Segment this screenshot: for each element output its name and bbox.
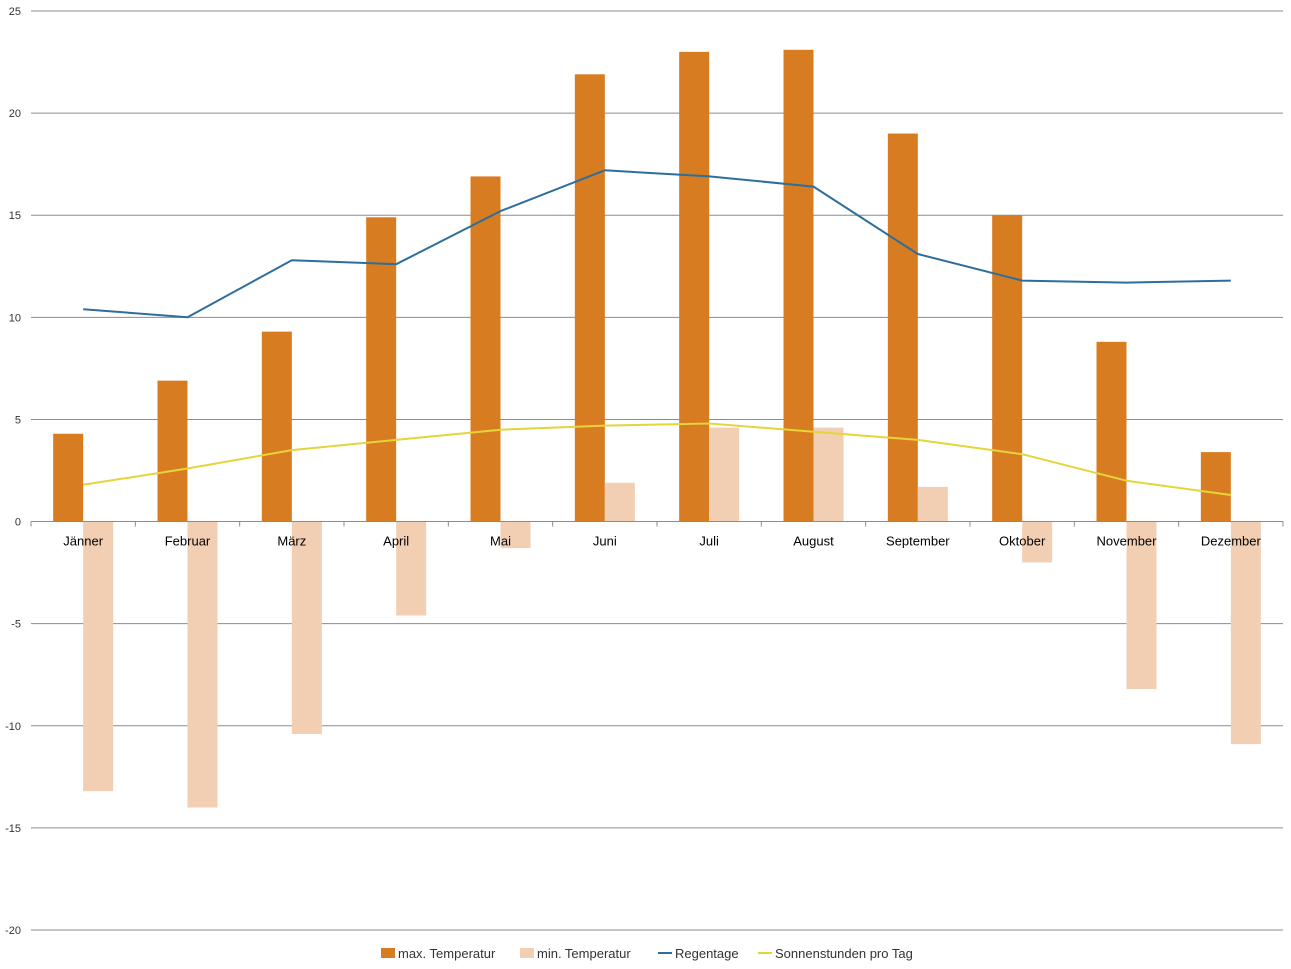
x-tick-label: Februar — [165, 534, 211, 549]
min-temp-bar — [500, 521, 531, 549]
x-tick-label: Juli — [699, 534, 719, 549]
max-temp-bar — [157, 380, 188, 522]
min-temp-bar — [83, 521, 114, 792]
y-tick-label: 25 — [9, 6, 21, 18]
max-temp-bar — [470, 176, 501, 522]
legend: max. Temperatur min. Temperatur Regentage S… — [381, 946, 913, 961]
legend-label: Sonnenstunden pro Tag — [775, 946, 913, 961]
bars — [53, 49, 1261, 808]
grid-lines — [31, 10, 1283, 931]
max-temp-bar — [679, 51, 710, 522]
y-tick-label: -10 — [5, 721, 21, 733]
min-temp-bar — [396, 521, 427, 616]
legend-label: max. Temperatur — [398, 946, 496, 961]
x-axis-ticks: Jänner Februar März April Mai Juni Juli August S… — [63, 534, 1261, 549]
min-temp-bar — [1126, 521, 1157, 690]
max-temp-bar — [53, 433, 84, 522]
y-tick-label: 10 — [9, 312, 21, 324]
legend-label: min. Temperatur — [537, 946, 631, 961]
max-temp-bar — [366, 217, 397, 522]
legend-swatch — [381, 948, 395, 958]
max-temp-bar — [574, 74, 605, 522]
x-tick-label: Jänner — [63, 534, 103, 549]
x-tick-label: Juni — [593, 534, 617, 549]
y-axis-ticks: -20 -15 -10 -5 0 5 10 15 20 25 — [5, 6, 21, 937]
x-tick-label: Oktober — [999, 534, 1046, 549]
x-tick-label: November — [1097, 534, 1158, 549]
min-temp-bar — [813, 427, 844, 522]
lines — [83, 169, 1231, 496]
max-temp-bar — [783, 49, 814, 522]
y-tick-label: 20 — [9, 108, 21, 120]
x-tick-label: März — [277, 534, 306, 549]
min-temp-bar — [1022, 521, 1053, 563]
x-tick-label: September — [886, 534, 950, 549]
max-temp-bar — [1096, 341, 1127, 522]
min-temp-bar — [291, 521, 322, 734]
max-temp-bar — [887, 133, 918, 522]
y-tick-label: -5 — [11, 619, 21, 631]
y-tick-label: -15 — [5, 823, 21, 835]
min-temp-bar — [604, 482, 635, 522]
regentage-line — [83, 169, 1231, 319]
y-tick-label: 0 — [15, 517, 21, 529]
max-temp-bar — [261, 331, 292, 522]
x-tick-label: Mai — [490, 534, 511, 549]
min-temp-bar — [709, 427, 740, 522]
sonnenstunden-line — [83, 422, 1231, 496]
y-tick-label: 15 — [9, 210, 21, 222]
min-temp-bar — [187, 521, 218, 808]
max-temp-bar — [1200, 452, 1231, 522]
min-temp-bar — [1230, 521, 1261, 745]
y-tick-label: 5 — [15, 414, 21, 426]
legend-label: Regentage — [675, 946, 739, 961]
max-temp-bar — [992, 215, 1023, 522]
y-tick-label: -20 — [5, 925, 21, 937]
x-tick-label: August — [793, 534, 834, 549]
legend-swatch — [520, 948, 534, 958]
x-tick-label: April — [383, 534, 409, 549]
x-tick-label: Dezember — [1201, 534, 1262, 549]
x-axis — [30, 521, 1284, 527]
min-temp-bar — [917, 486, 948, 522]
